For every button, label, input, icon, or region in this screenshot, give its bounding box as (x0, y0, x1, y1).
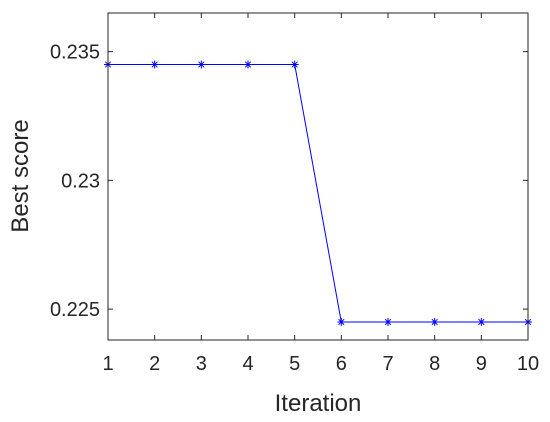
data-point (150, 60, 159, 69)
y-axis-label: Best score (7, 119, 34, 232)
x-tick-label: 10 (517, 353, 539, 375)
y-tick-label: 0.23 (61, 170, 100, 192)
x-tick-label: 1 (102, 353, 113, 375)
data-point (430, 317, 439, 326)
x-tick-label: 2 (149, 353, 160, 375)
x-axis-label: Iteration (275, 390, 362, 417)
data-point (384, 317, 392, 326)
y-axis: 0.225 0.23 0.235 (50, 42, 528, 321)
x-tick-label: 7 (382, 353, 393, 375)
x-tick-label: 8 (429, 353, 440, 375)
x-tick-label: 9 (476, 353, 487, 375)
y-tick-label: 0.235 (50, 42, 100, 64)
data-point (290, 60, 299, 69)
plot-area (108, 13, 528, 340)
data-point (337, 317, 346, 326)
data-point (477, 317, 486, 326)
x-tick-label: 6 (336, 353, 347, 375)
plot-frame (107, 12, 529, 341)
data-point (197, 60, 206, 69)
x-tick-label: 3 (196, 353, 207, 375)
data-point (244, 60, 252, 69)
x-tick-label: 5 (289, 353, 300, 375)
y-tick-label: 0.225 (50, 299, 100, 321)
series-line (108, 64, 528, 323)
x-tick-label: 4 (242, 353, 253, 375)
